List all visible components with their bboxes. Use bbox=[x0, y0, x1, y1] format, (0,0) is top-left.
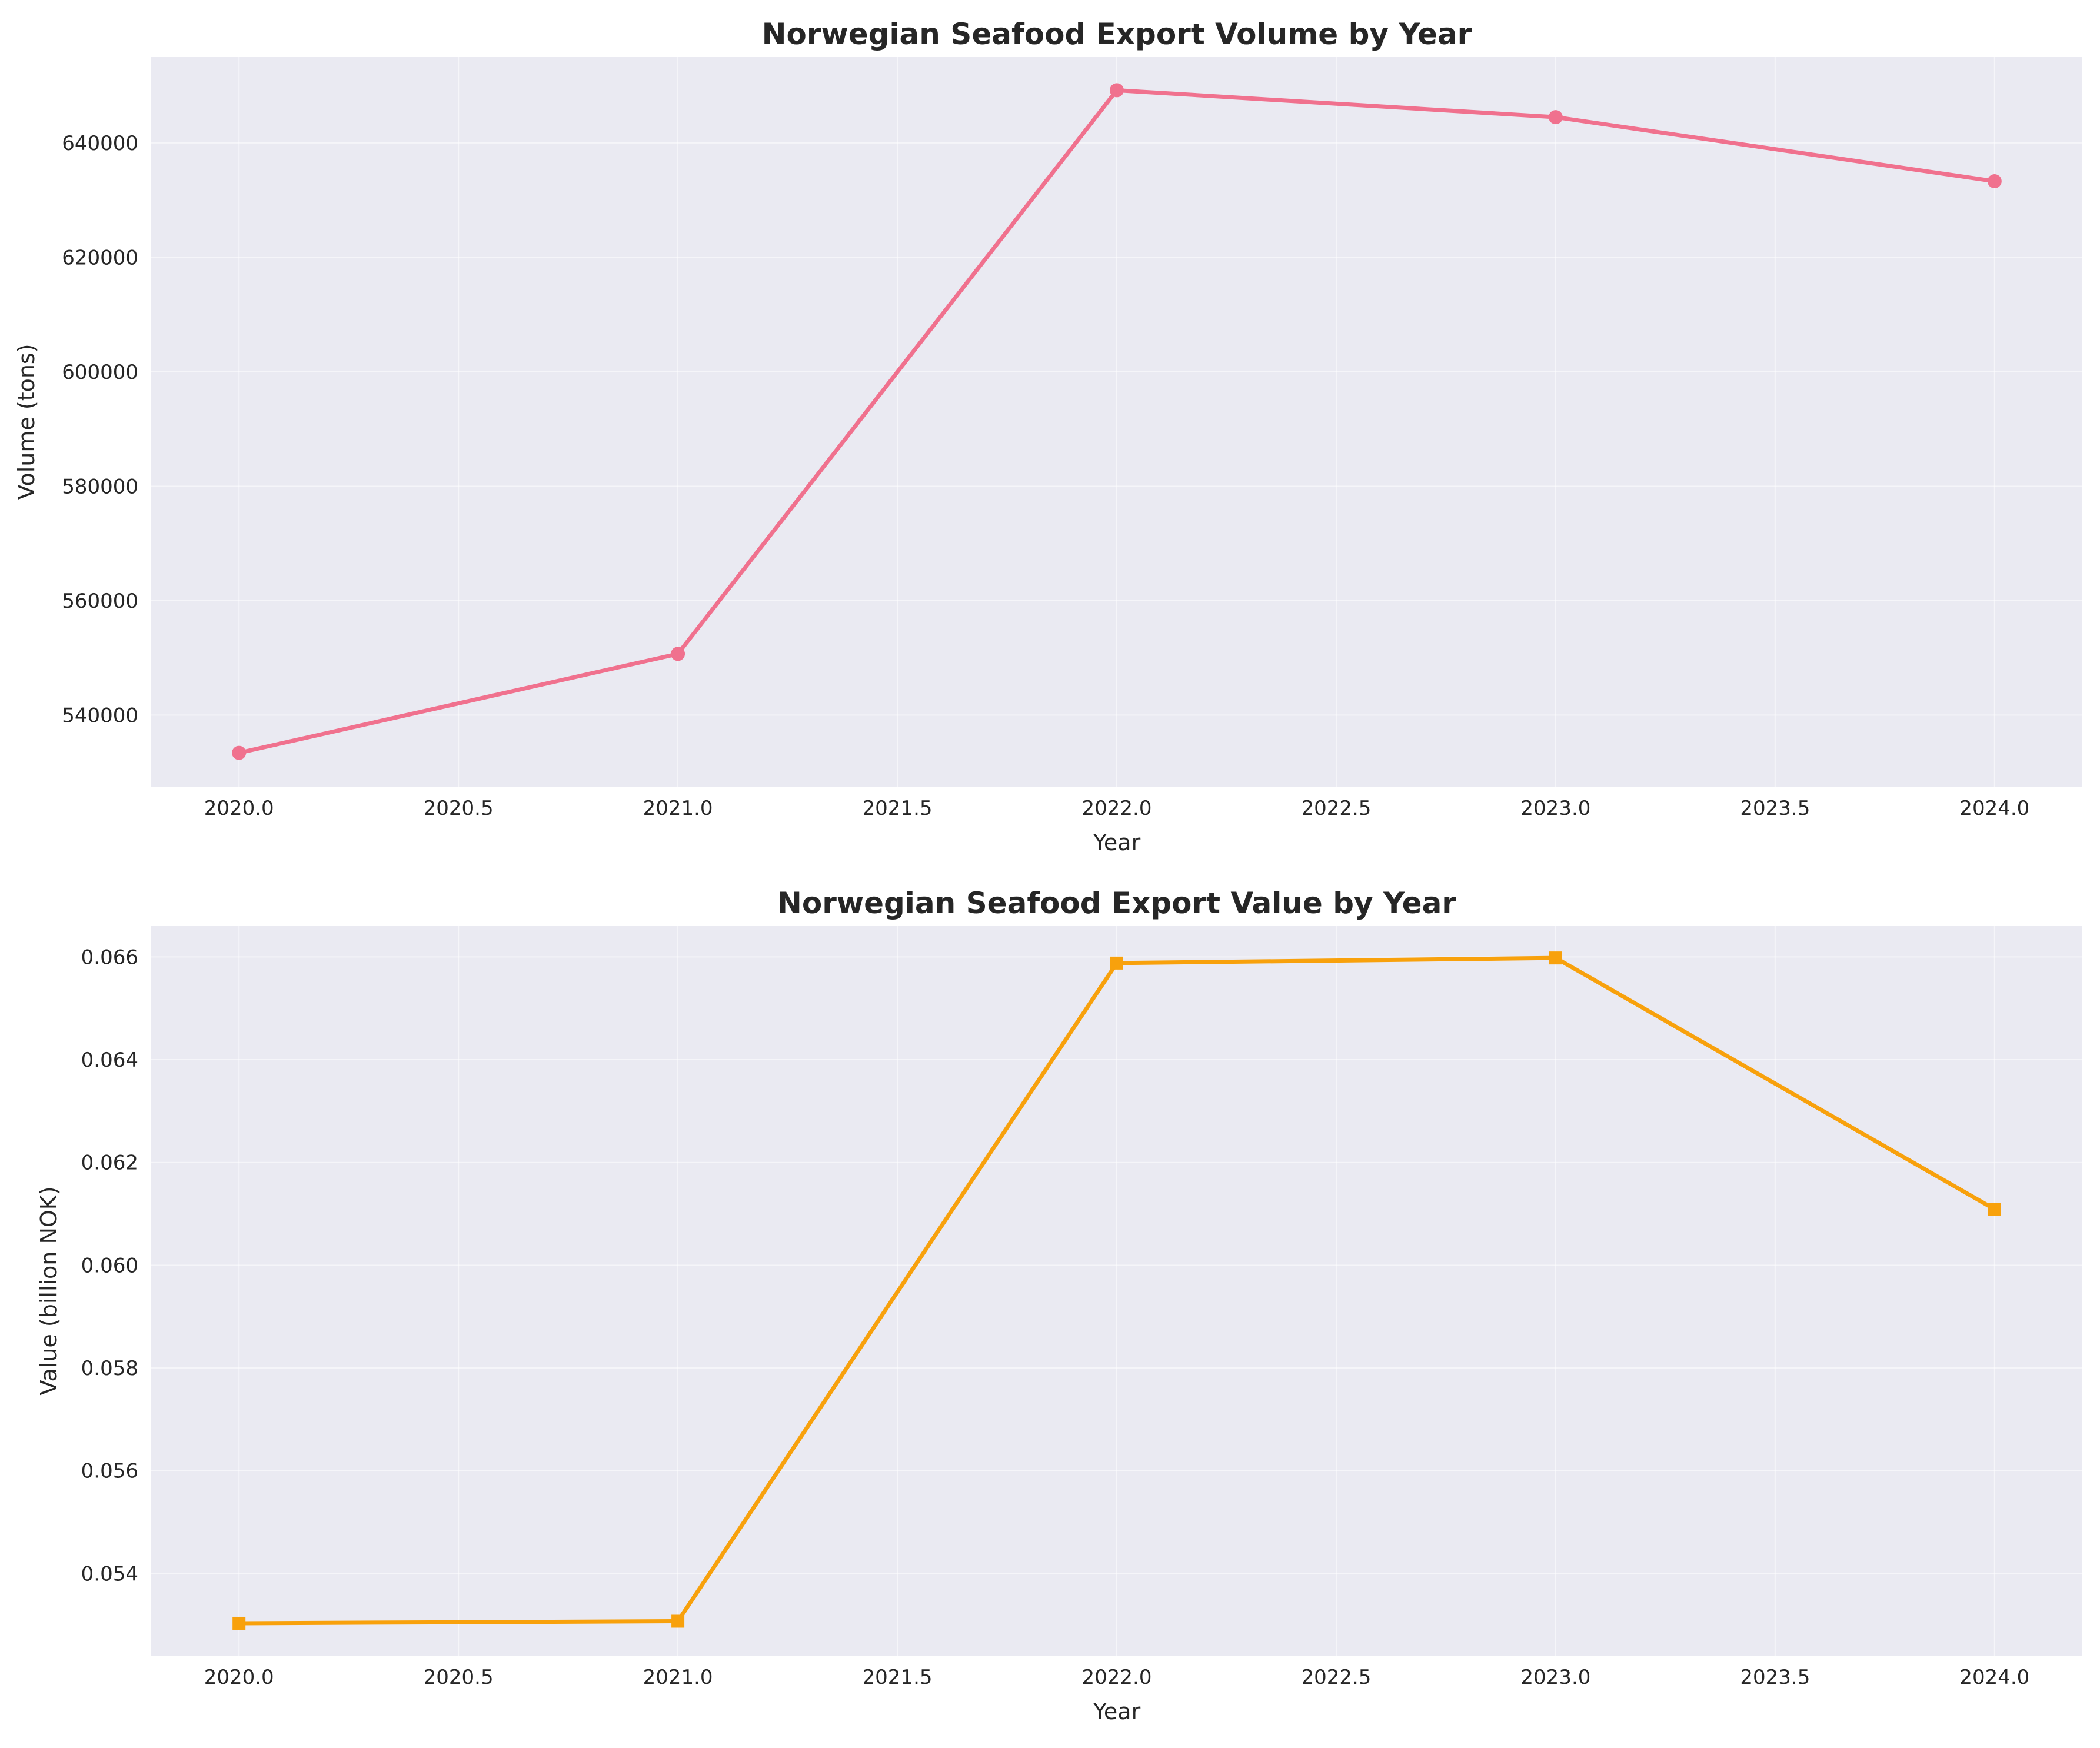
value-x-axis-label: Year bbox=[1093, 1699, 1141, 1724]
value-x-tick-label: 2024.0 bbox=[1959, 1666, 2029, 1689]
value-x-tick-label: 2020.0 bbox=[204, 1666, 274, 1689]
value-x-tick-label: 2022.5 bbox=[1301, 1666, 1371, 1689]
volume-x-tick-label: 2022.0 bbox=[1082, 797, 1152, 820]
value-y-axis-label: Value (billion NOK) bbox=[36, 1186, 62, 1395]
value-x-tick-labels: 2020.0 2020.5 2021.0 2021.5 2022.0 2022.5 2023… bbox=[204, 1666, 2030, 1689]
volume-data-point bbox=[232, 745, 247, 760]
volume-y-tick-label: 620000 bbox=[62, 246, 138, 269]
value-data-point bbox=[1988, 1203, 2001, 1216]
volume-data-point bbox=[1110, 83, 1124, 98]
volume-x-tick-labels: 2020.0 2020.5 2021.0 2021.5 2022.0 2022.5 2023… bbox=[204, 797, 2030, 820]
volume-data-point bbox=[1548, 110, 1563, 125]
value-x-tick-label: 2021.0 bbox=[643, 1666, 713, 1689]
value-y-tick-label: 0.058 bbox=[81, 1357, 138, 1380]
value-y-tick-label: 0.056 bbox=[81, 1460, 138, 1483]
volume-x-axis-label: Year bbox=[1093, 830, 1141, 855]
value-y-tick-label: 0.062 bbox=[81, 1151, 138, 1175]
volume-x-tick-label: 2024.0 bbox=[1959, 797, 2029, 820]
value-chart-title: Norwegian Seafood Export Value by Year bbox=[777, 886, 1456, 920]
volume-y-tick-label: 600000 bbox=[62, 361, 138, 384]
value-x-tick-label: 2021.5 bbox=[863, 1666, 933, 1689]
volume-y-tick-label: 640000 bbox=[62, 132, 138, 155]
volume-x-tick-label: 2021.5 bbox=[863, 797, 933, 820]
volume-x-tick-label: 2020.5 bbox=[424, 797, 494, 820]
volume-data-point bbox=[671, 647, 685, 661]
volume-gridlines bbox=[151, 57, 2082, 787]
value-y-tick-labels: 0.054 0.056 0.058 0.060 0.062 0.064 0.066 bbox=[81, 945, 138, 1586]
volume-x-tick-label: 2022.5 bbox=[1301, 797, 1371, 820]
volume-x-tick-label: 2021.0 bbox=[643, 797, 713, 820]
value-data-point bbox=[1549, 951, 1562, 965]
value-series bbox=[232, 951, 2001, 1630]
value-x-tick-label: 2020.5 bbox=[424, 1666, 494, 1689]
volume-data-point bbox=[1987, 174, 2002, 189]
volume-y-tick-label: 560000 bbox=[62, 590, 138, 613]
volume-chart: 2020.0 2020.5 2021.0 2021.5 2022.0 2022.5 2023… bbox=[14, 17, 2082, 855]
value-data-point bbox=[1110, 956, 1123, 970]
volume-y-tick-labels: 540000 560000 580000 600000 620000 640000 bbox=[62, 132, 138, 728]
value-chart: 2020.0 2020.5 2021.0 2021.5 2022.0 2022.5 2023… bbox=[36, 886, 2082, 1724]
value-y-tick-label: 0.066 bbox=[81, 945, 138, 969]
volume-chart-title: Norwegian Seafood Export Volume by Year bbox=[762, 17, 1472, 51]
value-y-tick-label: 0.064 bbox=[81, 1048, 138, 1072]
value-x-tick-label: 2022.0 bbox=[1082, 1666, 1152, 1689]
value-y-tick-label: 0.060 bbox=[81, 1254, 138, 1277]
volume-x-tick-label: 2020.0 bbox=[204, 797, 274, 820]
volume-series bbox=[232, 83, 2002, 760]
volume-x-tick-label: 2023.5 bbox=[1740, 797, 1810, 820]
value-data-point bbox=[232, 1616, 246, 1630]
volume-x-tick-label: 2023.0 bbox=[1520, 797, 1590, 820]
volume-y-tick-label: 580000 bbox=[62, 475, 138, 498]
value-gridlines bbox=[151, 926, 2082, 1656]
value-data-point bbox=[671, 1614, 685, 1628]
volume-y-tick-label: 540000 bbox=[62, 704, 138, 727]
value-y-tick-label: 0.054 bbox=[81, 1562, 138, 1586]
value-x-tick-label: 2023.0 bbox=[1520, 1666, 1590, 1689]
value-x-tick-label: 2023.5 bbox=[1740, 1666, 1810, 1689]
volume-y-axis-label: Volume (tons) bbox=[14, 344, 39, 500]
